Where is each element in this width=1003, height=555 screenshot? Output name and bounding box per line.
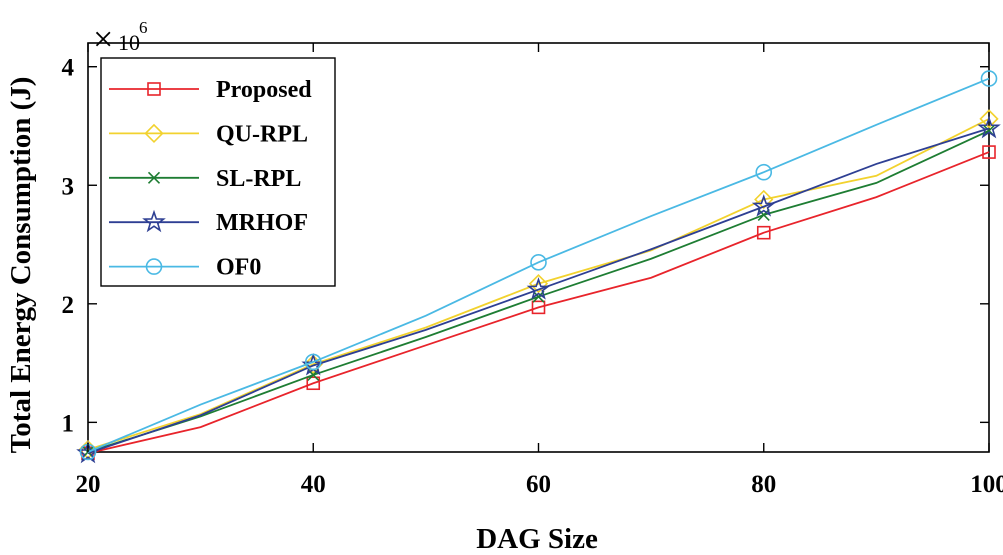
- legend-marker-square: [147, 82, 161, 96]
- data-point-square: [531, 300, 546, 315]
- x-tick-label: 60: [526, 471, 551, 498]
- y-tick-label: 2: [62, 292, 75, 319]
- legend-marker-circle: [145, 258, 163, 275]
- data-point-star: [751, 194, 776, 217]
- legend-marker-star: [142, 209, 166, 233]
- x-tick-label: 100: [970, 471, 1003, 498]
- legend-entry: SL-RPL: [109, 166, 301, 192]
- series-layer: [76, 70, 1001, 464]
- data-point-circle: [304, 353, 322, 371]
- data-point-square: [306, 376, 321, 391]
- x-axis-label: DAG Size: [476, 523, 598, 555]
- y-tick-label: 4: [62, 55, 75, 82]
- data-point-x: [307, 368, 320, 382]
- legend-label: Proposed: [216, 77, 312, 103]
- data-point-diamond: [754, 189, 774, 210]
- data-point-diamond: [528, 274, 549, 294]
- legend-entry: Proposed: [109, 77, 312, 103]
- y-tick-label: 1: [62, 410, 75, 437]
- x-tick-label: 40: [301, 471, 326, 498]
- legend-entry: OF0: [109, 255, 261, 281]
- series-of0: [79, 70, 998, 461]
- legend-label: MRHOF: [216, 210, 308, 236]
- series-line: [87, 77, 990, 453]
- data-point-x: [757, 208, 770, 221]
- legend-entry: QU-RPL: [109, 121, 308, 147]
- legend: Proposed QU-RPL SL-RPL MRHOF OF0: [100, 57, 336, 287]
- data-point-square: [756, 225, 771, 240]
- data-point-circle: [530, 254, 547, 271]
- data-point-circle: [980, 70, 998, 87]
- y-multiplier-base: 10: [118, 30, 140, 55]
- legend-label: OF0: [216, 255, 261, 281]
- data-point-diamond: [303, 354, 323, 374]
- data-point-star: [526, 277, 551, 300]
- x-tick-label: 80: [751, 471, 776, 498]
- legend-label: SL-RPL: [216, 166, 301, 192]
- series-line: [87, 151, 990, 455]
- series-line: [87, 127, 990, 455]
- y-axis-label: Total Energy Consumption (J): [5, 77, 37, 454]
- data-point-diamond: [979, 109, 999, 129]
- data-point-star: [977, 115, 1001, 139]
- data-point-circle: [755, 163, 773, 181]
- data-point-square: [982, 145, 996, 159]
- y-multiplier-times: ×: [93, 19, 113, 59]
- y-tick-label: 3: [62, 173, 75, 200]
- legend-marker-diamond: [144, 123, 164, 144]
- y-multiplier-exponent: 6: [139, 18, 148, 37]
- series-line: [87, 118, 990, 451]
- legend-marker-x: [147, 171, 161, 184]
- legend-entry: MRHOF: [109, 209, 308, 236]
- axes-layer: 20 40 60 80 100 1 2 3 4: [62, 43, 1003, 498]
- x-tick-label: 20: [76, 471, 101, 498]
- legend-box: [100, 57, 336, 287]
- legend-label: QU-RPL: [216, 121, 308, 147]
